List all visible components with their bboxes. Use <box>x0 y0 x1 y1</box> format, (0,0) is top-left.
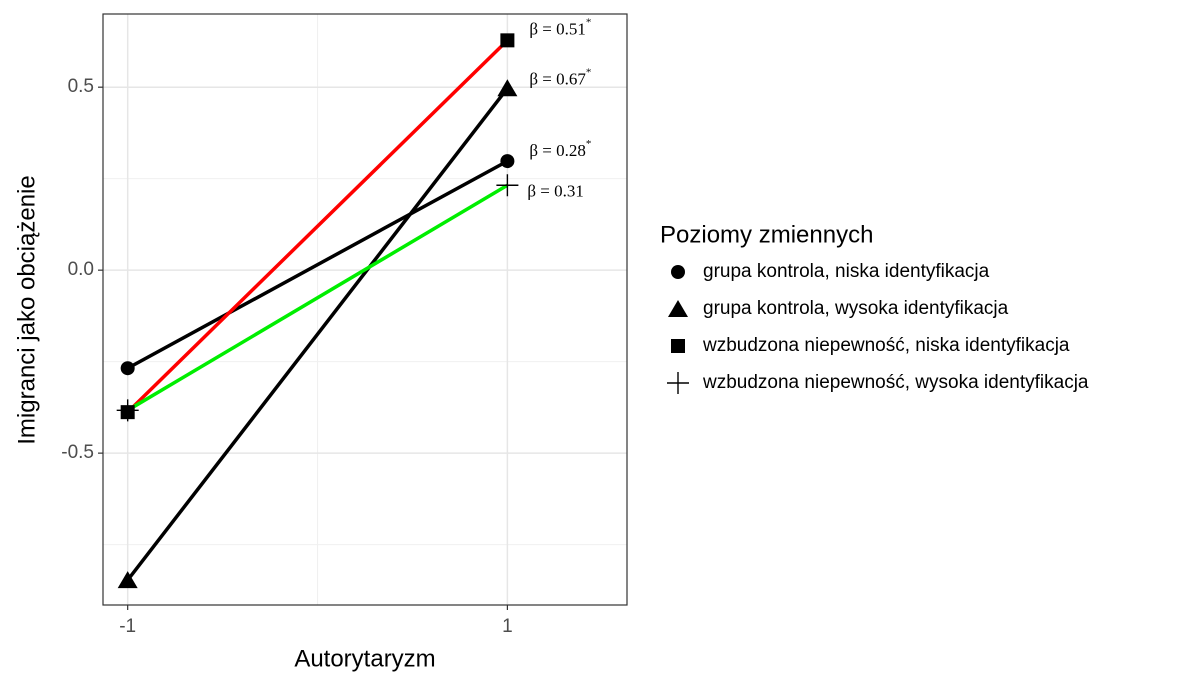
annotation: β = 0.31 <box>527 181 584 200</box>
legend-label: grupa kontrola, wysoka identyfikacja <box>703 298 1009 319</box>
annotation-text: β = 0.67 <box>529 69 586 88</box>
annotation-text: β = 0.28 <box>529 141 586 160</box>
annotation: β = 0.67* <box>529 66 591 88</box>
annotation: β = 0.51* <box>529 16 591 38</box>
legend-label: wzbudzona niepewność, niska identyfikacj… <box>702 335 1070 356</box>
legend-label: wzbudzona niepewność, wysoka identyfikac… <box>702 372 1089 393</box>
series-line <box>126 87 509 582</box>
annotation-sup: * <box>586 16 592 28</box>
legend-symbol <box>667 372 689 394</box>
series-line <box>126 39 509 414</box>
annotation-text: β = 0.31 <box>527 181 584 200</box>
legend-title: Poziomy zmiennych <box>660 221 873 248</box>
plot-border <box>102 13 628 606</box>
marker <box>497 79 518 97</box>
y-tick-label: 0.5 <box>68 76 94 97</box>
y-axis-label: Imigranci jako obciążenie <box>13 175 40 444</box>
y-tick-label: 0.0 <box>68 259 94 280</box>
marker <box>500 154 515 169</box>
marker <box>500 33 515 48</box>
series-line <box>126 183 509 412</box>
annotation-text: β = 0.51 <box>529 19 586 38</box>
legend-symbol <box>671 265 685 279</box>
marker <box>120 361 135 376</box>
annotation: β = 0.28* <box>529 138 591 160</box>
legend-label: grupa kontrola, niska identyfikacja <box>703 261 990 282</box>
legend-symbol <box>671 339 685 353</box>
x-tick-label: 1 <box>502 616 513 637</box>
marker <box>496 174 519 197</box>
legend-symbol <box>668 300 688 317</box>
annotation-sup: * <box>586 66 592 78</box>
x-axis-label: Autorytaryzm <box>294 645 435 672</box>
series-line <box>126 159 509 370</box>
y-tick-label: -0.5 <box>61 442 94 463</box>
marker <box>117 571 138 589</box>
marker <box>116 399 139 422</box>
annotation-sup: * <box>586 138 592 150</box>
x-tick-label: -1 <box>119 616 136 637</box>
